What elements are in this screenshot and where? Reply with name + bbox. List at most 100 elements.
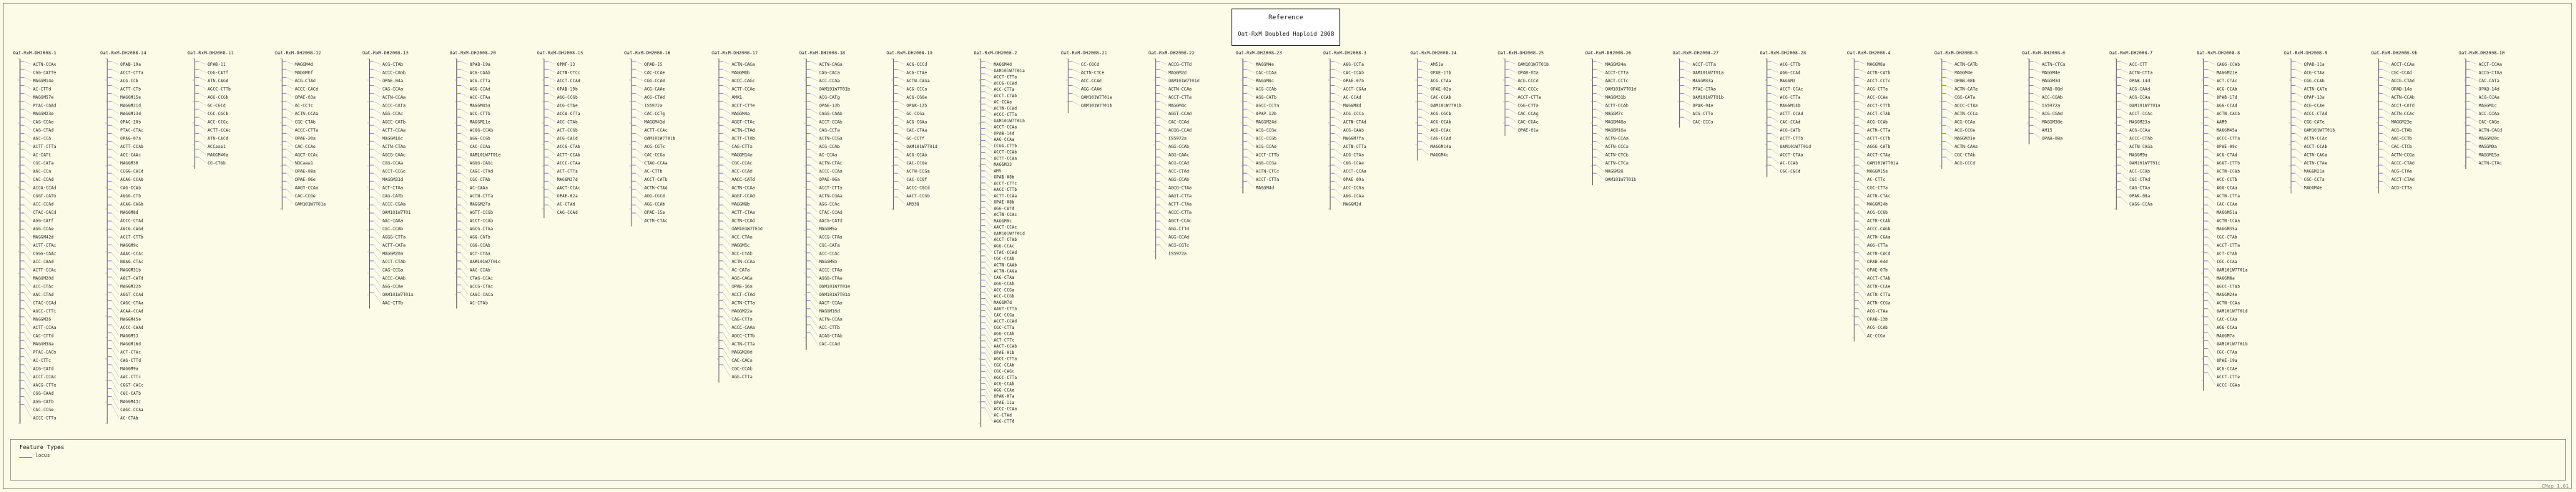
- locus-label[interactable]: ACTN-CTTa: [732, 301, 755, 306]
- locus-label[interactable]: AGG-CCAb: [994, 282, 1015, 287]
- locus-label[interactable]: MAGGM53: [120, 334, 139, 339]
- locus-label[interactable]: OPAE-07b: [1343, 79, 1364, 84]
- locus-label[interactable]: ACCT-CTAa: [1780, 153, 1804, 158]
- locus-label[interactable]: ACC-CCAa: [2479, 112, 2499, 117]
- locus-label[interactable]: ACCT-CCAb: [994, 150, 1018, 155]
- locus-label[interactable]: ACC-CCGa: [1343, 186, 1364, 191]
- locus-label[interactable]: ACCT-CTAb: [1867, 112, 1891, 117]
- locus-label[interactable]: ACTT-CTAc: [33, 243, 56, 248]
- locus-label[interactable]: AAC-CAAa: [383, 219, 403, 224]
- locus-label[interactable]: AC-CTAb: [120, 416, 139, 421]
- locus-label[interactable]: MAGGM31e: [1955, 137, 1975, 142]
- locus-label[interactable]: ACG-CTAb: [383, 62, 403, 67]
- locus-label[interactable]: ACTN-CCAa: [383, 95, 406, 100]
- locus-label[interactable]: ACTT-CCAd: [1780, 112, 1804, 117]
- locus-label[interactable]: MAGGM40a: [207, 153, 228, 158]
- locus-label[interactable]: ACG-CCAb: [1430, 120, 1451, 125]
- locus-label[interactable]: AAC-CCa: [33, 169, 51, 174]
- locus-label[interactable]: CGC-CGCb: [207, 112, 228, 117]
- locus-label[interactable]: ACTN-CATb: [1867, 71, 1891, 76]
- locus-label[interactable]: AGG-CATb: [1256, 95, 1277, 100]
- locus-label[interactable]: CAG-CCTa: [819, 128, 840, 133]
- locus-label[interactable]: OPAE-15a: [644, 210, 665, 215]
- locus-label[interactable]: ACTN-CTAd: [644, 186, 668, 191]
- locus-label[interactable]: CAG-CTTa: [732, 318, 752, 323]
- locus-label[interactable]: ACG-CAAb: [470, 71, 491, 76]
- locus-label[interactable]: ACG-CTAd: [2216, 153, 2237, 158]
- locus-label[interactable]: MAGGM9a: [120, 367, 139, 372]
- locus-label[interactable]: MAGGM23e: [33, 112, 54, 117]
- locus-label[interactable]: AAGT-CTTa: [1169, 194, 1192, 199]
- locus-label[interactable]: ACCC-CGCd: [906, 186, 930, 191]
- locus-label[interactable]: AGG-CCAe: [383, 285, 403, 290]
- locus-label[interactable]: CC-CGCd: [1081, 62, 1100, 67]
- locus-label[interactable]: ACTN-CTAc: [2479, 161, 2502, 166]
- locus-label[interactable]: CAG-CTAa: [994, 275, 1015, 280]
- locus-label[interactable]: OPAE-03a: [295, 95, 315, 100]
- locus-label[interactable]: OAM101W7T01e: [470, 153, 501, 158]
- locus-label[interactable]: MAGGM4e: [1256, 62, 1274, 67]
- locus-label[interactable]: ACTN-CACb: [2216, 112, 2240, 117]
- locus-label[interactable]: CAGC-CCAa: [120, 408, 144, 413]
- locus-label[interactable]: AGG-CATd: [994, 206, 1015, 211]
- locus-label[interactable]: AGGT-CTTb: [2216, 161, 2240, 166]
- locus-label[interactable]: CGG-CATa: [1955, 95, 1975, 100]
- locus-label[interactable]: MAGGM5b: [819, 260, 837, 265]
- locus-label[interactable]: OAM101W7T01b: [1518, 62, 1549, 67]
- locus-label[interactable]: ACCC-CTAa: [819, 268, 842, 273]
- locus-label[interactable]: MAGGM14e: [33, 79, 54, 84]
- locus-label[interactable]: CGG-CATf: [207, 71, 228, 76]
- locus-label[interactable]: AC-CCGa: [1867, 334, 1886, 339]
- locus-label[interactable]: ACTT-CCAa: [33, 325, 56, 330]
- locus-label[interactable]: CAC-CCAa: [470, 144, 491, 149]
- locus-label[interactable]: CAC-CTTd: [33, 334, 54, 339]
- locus-label[interactable]: AGG-CCAc: [994, 244, 1015, 249]
- locus-label[interactable]: ACG-CTAa: [2304, 71, 2325, 76]
- locus-label[interactable]: CGC-CGCd: [1780, 169, 1801, 174]
- locus-label[interactable]: AGG-CGCd: [644, 194, 665, 199]
- locus-label[interactable]: CGC-CATa: [33, 161, 54, 166]
- locus-label[interactable]: AM15: [2042, 128, 2053, 133]
- locus-label[interactable]: ACCT-CTAb: [994, 237, 1018, 242]
- locus-label[interactable]: ACC-CCAd: [1081, 79, 1102, 84]
- locus-label[interactable]: AGCC-CTAb: [2216, 285, 2240, 290]
- locus-label[interactable]: ACTN-CAGa: [994, 269, 1018, 274]
- locus-label[interactable]: MAGGM5e: [819, 227, 837, 232]
- locus-label[interactable]: ACG-CCCd: [1518, 79, 1538, 84]
- locus-label[interactable]: ACCaaa1: [207, 144, 226, 149]
- locus-label[interactable]: ACTT-CCAc: [33, 268, 56, 273]
- locus-label[interactable]: ACAG-CTAb: [819, 334, 842, 339]
- locus-label[interactable]: MAGGM15a: [2479, 153, 2499, 158]
- locus-label[interactable]: MAGGM24a: [1605, 62, 1626, 67]
- locus-label[interactable]: CGC-CTTa: [1867, 186, 1888, 191]
- locus-label[interactable]: CAC-CGAc: [1518, 120, 1538, 125]
- locus-label[interactable]: MAGGM15e: [120, 95, 141, 100]
- locus-label[interactable]: OPAB-08b: [994, 175, 1015, 180]
- locus-label[interactable]: ACTN-CCAb: [2216, 169, 2240, 174]
- locus-label[interactable]: ACCT-CCGc: [383, 169, 406, 174]
- locus-label[interactable]: MAGGM6f: [295, 71, 313, 76]
- locus-label[interactable]: ACCT-CCAc: [2129, 112, 2153, 117]
- locus-label[interactable]: CAC-CCGa: [994, 313, 1015, 318]
- locus-label[interactable]: CGG-CCAb: [470, 243, 491, 248]
- locus-label[interactable]: ACTN-CCAa: [732, 260, 755, 265]
- locus-label[interactable]: CTAC-CACd: [33, 210, 56, 215]
- locus-label[interactable]: CAC-CCAd: [819, 342, 840, 347]
- locus-label[interactable]: ACCT-CCAb: [470, 219, 493, 224]
- locus-label[interactable]: ACCA-CTTa: [557, 112, 581, 117]
- locus-label[interactable]: CGC-CTTa: [994, 325, 1015, 330]
- locus-label[interactable]: ACCC-CTAd: [120, 219, 144, 224]
- locus-label[interactable]: CAG-CCAd: [557, 210, 578, 215]
- locus-label[interactable]: ACCG-CTAd: [2391, 79, 2415, 84]
- locus-label[interactable]: AACG-CATd: [819, 219, 842, 224]
- locus-label[interactable]: OPAB-19a: [470, 62, 491, 67]
- locus-label[interactable]: ACTN-CCAb: [1867, 219, 1891, 224]
- locus-label[interactable]: AGG-CCGb: [207, 95, 228, 100]
- locus-label[interactable]: MAGGM16d: [120, 342, 141, 347]
- locus-label[interactable]: MAGGM7c: [1605, 112, 1623, 117]
- locus-label[interactable]: ACTN-CTAc: [819, 161, 842, 166]
- locus-label[interactable]: CAC-CCAd: [33, 177, 54, 182]
- locus-label[interactable]: ACG-CTTa: [1780, 95, 1801, 100]
- locus-label[interactable]: ACCC-CCAa: [994, 407, 1018, 412]
- locus-label[interactable]: ACG-CCCa: [906, 87, 927, 92]
